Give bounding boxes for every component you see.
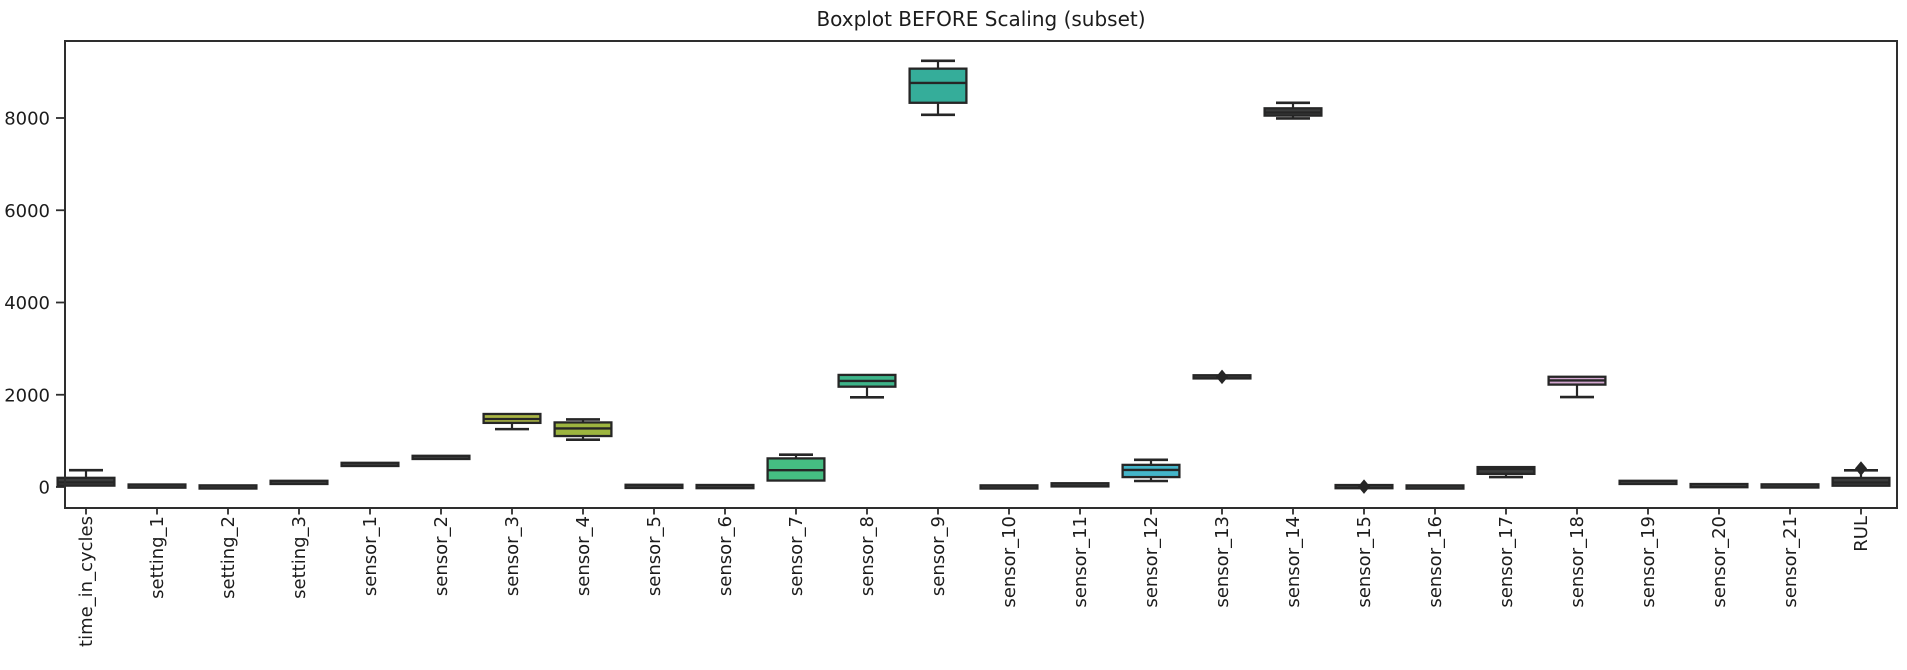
box-group-setting_2 bbox=[198, 484, 258, 490]
x-tick-label: sensor_15 bbox=[1354, 516, 1375, 608]
y-tick-label: 6000 bbox=[4, 201, 50, 222]
x-tick-label: sensor_21 bbox=[1780, 516, 1801, 608]
x-tick-label: sensor_3 bbox=[502, 516, 523, 596]
box bbox=[1618, 479, 1678, 486]
box-group-sensor_11 bbox=[1050, 482, 1110, 488]
box bbox=[908, 67, 968, 104]
x-tick-label: sensor_14 bbox=[1283, 516, 1304, 608]
x-tick-label: sensor_9 bbox=[928, 516, 949, 596]
flier-diamond bbox=[1215, 369, 1229, 385]
box-group-sensor_8 bbox=[837, 373, 897, 399]
box-group-sensor_7 bbox=[766, 453, 826, 482]
box-group-sensor_14 bbox=[1263, 101, 1323, 120]
box-group-setting_1 bbox=[127, 483, 187, 489]
box-group-sensor_1 bbox=[340, 461, 400, 468]
box bbox=[1405, 484, 1465, 490]
plot-border bbox=[64, 40, 1898, 509]
x-tick-label: setting_1 bbox=[147, 516, 168, 599]
flier-diamond bbox=[1357, 479, 1371, 494]
box-group-sensor_3 bbox=[482, 412, 542, 431]
box-group-sensor_13 bbox=[1192, 369, 1252, 385]
x-tick-label: sensor_2 bbox=[431, 516, 452, 596]
box bbox=[198, 484, 258, 490]
box-group-sensor_5 bbox=[624, 483, 684, 490]
box bbox=[127, 483, 187, 489]
x-tick-label: sensor_20 bbox=[1709, 516, 1730, 608]
y-tick-label: 2000 bbox=[4, 385, 50, 406]
x-tick-label: sensor_6 bbox=[715, 516, 736, 596]
x-tick-label: RUL bbox=[1851, 516, 1872, 552]
box bbox=[624, 483, 684, 490]
x-tick-label: sensor_13 bbox=[1212, 516, 1233, 608]
x-tick-label: sensor_17 bbox=[1496, 516, 1517, 608]
box-group-sensor_17 bbox=[1476, 465, 1536, 479]
box bbox=[1050, 482, 1110, 488]
box-group-sensor_2 bbox=[411, 454, 471, 461]
box-group-sensor_4 bbox=[553, 418, 613, 442]
x-tick-label: sensor_11 bbox=[1070, 516, 1091, 608]
box-group-sensor_12 bbox=[1121, 458, 1181, 483]
x-tick-label: sensor_19 bbox=[1638, 516, 1659, 608]
box bbox=[340, 461, 400, 468]
box bbox=[695, 483, 755, 490]
x-tick-label: sensor_16 bbox=[1425, 516, 1446, 608]
x-tick-label: sensor_4 bbox=[573, 516, 594, 596]
box bbox=[1760, 483, 1820, 489]
x-tick-label: sensor_18 bbox=[1567, 516, 1588, 608]
box bbox=[1476, 465, 1536, 476]
flier-diamond bbox=[1854, 461, 1868, 476]
x-tick-label: sensor_1 bbox=[360, 516, 381, 596]
x-tick-label: setting_2 bbox=[218, 516, 239, 599]
box-group-setting_3 bbox=[269, 479, 329, 486]
x-tick-label: sensor_5 bbox=[644, 516, 665, 596]
x-tick-label: sensor_10 bbox=[999, 516, 1020, 608]
box-group-sensor_10 bbox=[979, 484, 1039, 490]
box-group-sensor_21 bbox=[1760, 483, 1820, 489]
box-group-sensor_6 bbox=[695, 483, 755, 490]
box bbox=[411, 454, 471, 461]
box-group-sensor_20 bbox=[1689, 482, 1749, 489]
box-group-sensor_18 bbox=[1547, 375, 1607, 399]
box-group-sensor_15 bbox=[1334, 479, 1394, 494]
y-tick-label: 8000 bbox=[4, 109, 50, 130]
box-group-sensor_16 bbox=[1405, 484, 1465, 490]
x-tick-label: sensor_7 bbox=[786, 516, 807, 596]
box-group-sensor_9 bbox=[908, 59, 968, 117]
box-group-RUL bbox=[1831, 461, 1891, 487]
box-group-sensor_19 bbox=[1618, 479, 1678, 486]
box bbox=[979, 484, 1039, 490]
y-tick-label: 4000 bbox=[4, 293, 50, 314]
x-tick-label: setting_3 bbox=[289, 516, 310, 599]
plot-area: 0 2000 4000 6000 8000 time_in_cycles setting_1… bbox=[4, 40, 1898, 647]
x-tick-label: sensor_8 bbox=[857, 516, 878, 596]
box bbox=[1689, 482, 1749, 489]
box bbox=[269, 479, 329, 486]
x-tick-label: sensor_12 bbox=[1141, 516, 1162, 608]
box-group-time_in_cycles bbox=[56, 468, 116, 487]
chart-title: Boxplot BEFORE Scaling (subset) bbox=[816, 7, 1145, 31]
y-tick-label: 0 bbox=[39, 478, 50, 499]
x-tick-label: time_in_cycles bbox=[76, 516, 97, 647]
